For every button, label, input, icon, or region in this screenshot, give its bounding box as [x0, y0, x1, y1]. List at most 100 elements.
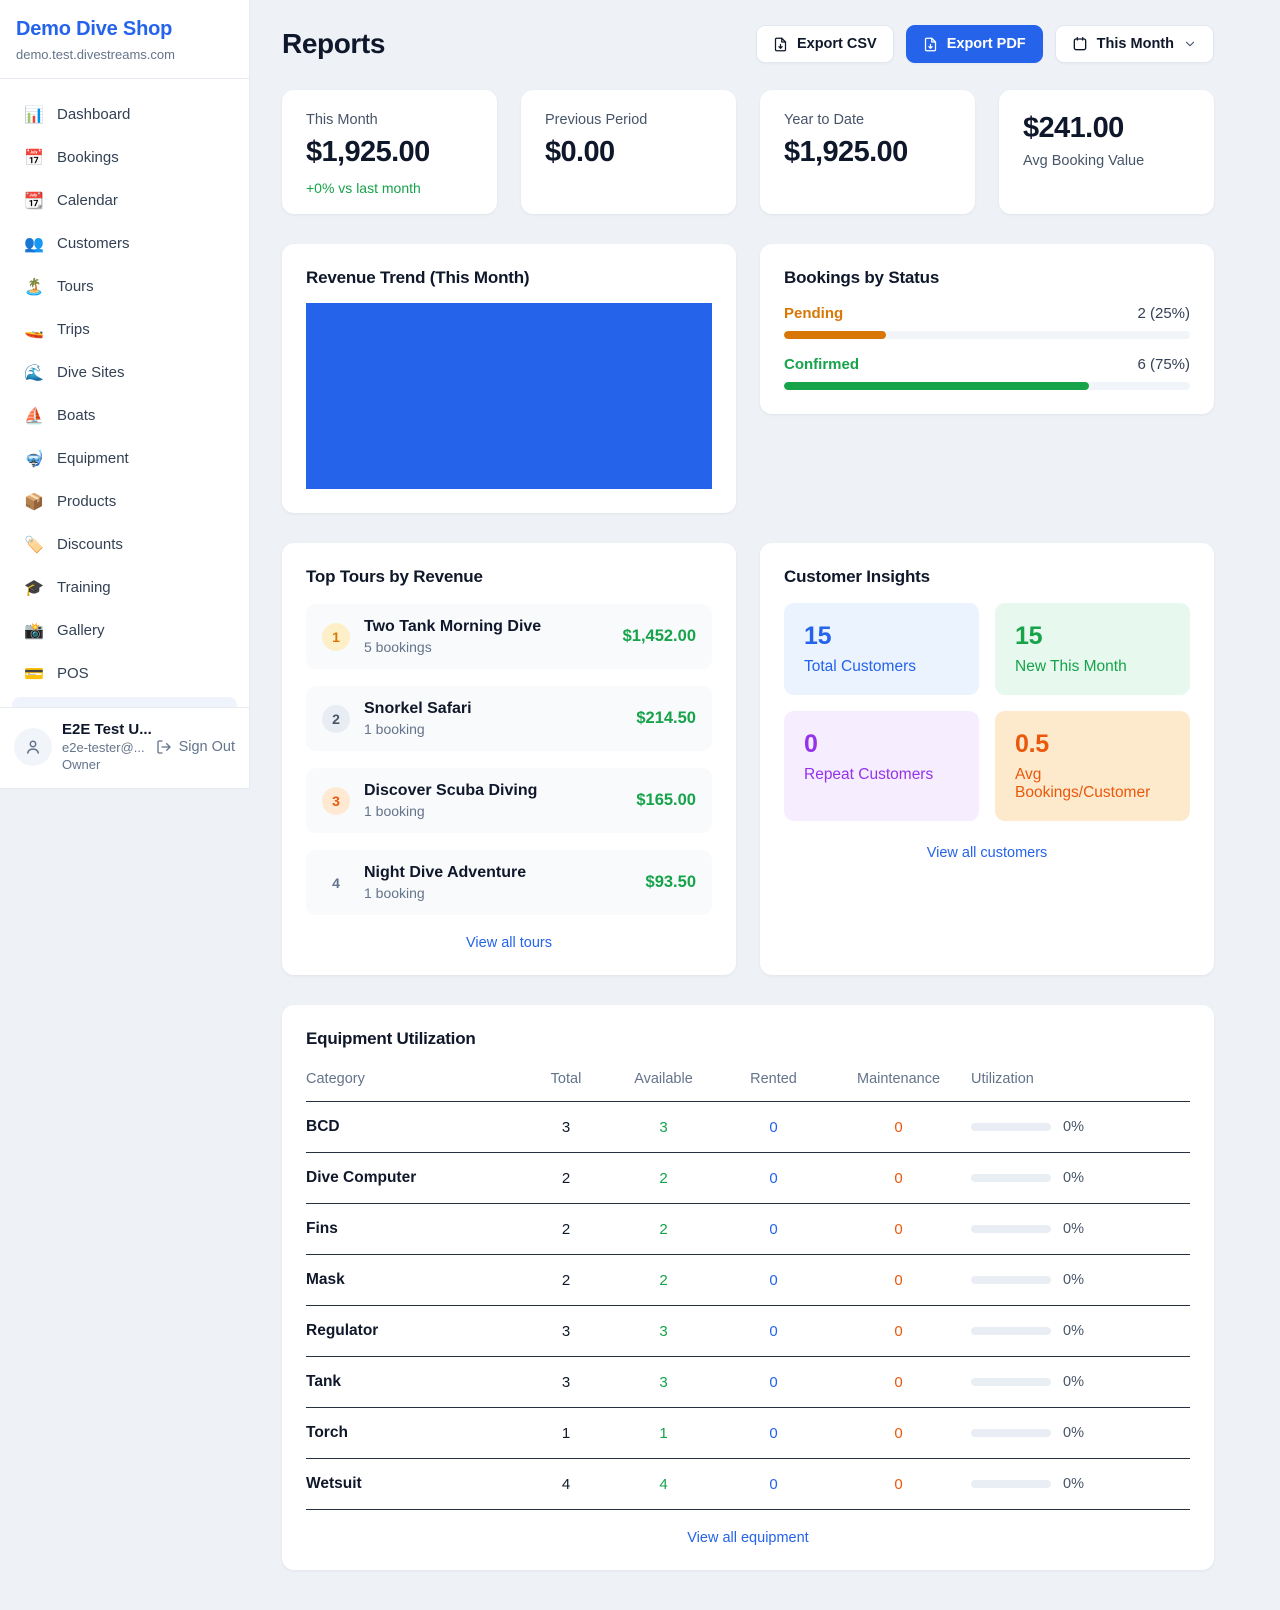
- stat-cards: This Month $1,925.00 +0% vs last month Pre…: [282, 90, 1214, 214]
- shop-name: Demo Dive Shop: [16, 18, 173, 40]
- equipment-maintenance: 0: [894, 1424, 903, 1442]
- equipment-utilization-cell: 0%: [971, 1119, 1190, 1135]
- equipment-table-row: Tank 3 3 0 0 0%: [306, 1357, 1190, 1408]
- tour-row: 2 Snorkel Safari 1 booking $214.50: [306, 686, 712, 751]
- stat-card-body: Previous Period $0.00: [545, 112, 712, 169]
- equipment-available: 2: [659, 1271, 668, 1289]
- sidebar-item[interactable]: 🚤 Trips: [10, 308, 239, 351]
- sidebar-item[interactable]: 📊 Dashboard: [10, 93, 239, 136]
- sidebar-item[interactable]: 🌊 Dive Sites: [10, 351, 239, 394]
- boats-icon: ⛵: [24, 407, 44, 425]
- stat-card-body: $241.00 Avg Booking Value: [1023, 112, 1190, 169]
- utilization-percent: 0%: [1063, 1272, 1084, 1288]
- equipment-category: Fins: [306, 1220, 338, 1237]
- sidebar-item-reports-active-partial[interactable]: [12, 697, 237, 707]
- utilization-percent: 0%: [1063, 1374, 1084, 1390]
- sidebar-item[interactable]: 📅 Bookings: [10, 136, 239, 179]
- user-email: e2e-tester@...: [62, 740, 145, 755]
- tour-row: 4 Night Dive Adventure 1 booking $93.50: [306, 850, 712, 915]
- stat-label: Previous Period: [545, 112, 648, 128]
- sidebar-item[interactable]: 📦 Products: [10, 480, 239, 523]
- utilization-percent: 0%: [1063, 1323, 1084, 1339]
- sidebar-item[interactable]: 🤿 Equipment: [10, 437, 239, 480]
- sidebar-item-label: Gallery: [57, 622, 105, 639]
- bookings-by-status-card: Bookings by Status Pending 2 (25%): [760, 244, 1214, 414]
- column-header-utilization: Utilization: [971, 1071, 1034, 1087]
- status-value: 2 (25%): [1137, 305, 1190, 322]
- status-value: 6 (75%): [1137, 356, 1190, 373]
- insight-tiles: 15 Total Customers 15 New This Month 0 R…: [784, 603, 1190, 821]
- bookings-icon: 📅: [24, 149, 44, 167]
- sidebar-item-label: Trips: [57, 321, 90, 338]
- sidebar-item-label: POS: [57, 665, 89, 682]
- utilization-percent: 0%: [1063, 1476, 1084, 1492]
- trips-icon: 🚤: [24, 321, 44, 339]
- equipment-utilization-card: Equipment Utilization Category Total Ava…: [282, 1005, 1214, 1570]
- period-select-button[interactable]: This Month: [1054, 25, 1214, 63]
- sidebar-item[interactable]: 📸 Gallery: [10, 609, 239, 652]
- equipment-utilization-cell: 0%: [971, 1221, 1190, 1237]
- equipment-maintenance: 0: [894, 1220, 903, 1238]
- insight-label: New This Month: [1015, 658, 1127, 675]
- equipment-table: Category Total Available Rented Maintena…: [306, 1065, 1190, 1510]
- equipment-maintenance: 0: [894, 1322, 903, 1340]
- equipment-utilization-cell: 0%: [971, 1425, 1190, 1441]
- equipment-table-row: Fins 2 2 0 0 0%: [306, 1204, 1190, 1255]
- insight-tile: 15 Total Customers: [784, 603, 979, 695]
- sidebar-item[interactable]: 📆 Calendar: [10, 179, 239, 222]
- stat-label: Avg Booking Value: [1023, 153, 1145, 169]
- sign-out-button[interactable]: Sign Out: [156, 739, 235, 755]
- tour-revenue: $93.50: [645, 873, 696, 891]
- sidebar-item[interactable]: 🏝️ Tours: [10, 265, 239, 308]
- status-bar-track: [784, 331, 1190, 339]
- utilization-percent: 0%: [1063, 1425, 1084, 1441]
- equipment-table-header: Category Total Available Rented Maintena…: [306, 1065, 1190, 1102]
- stat-card: Year to Date $1,925.00: [760, 90, 975, 214]
- user-meta: E2E Test U... e2e-tester@... Owner: [62, 721, 152, 772]
- revenue-trend-card: Revenue Trend (This Month): [282, 244, 736, 513]
- equipment-rented: 0: [769, 1322, 778, 1340]
- file-download-icon: [924, 37, 936, 51]
- equipment-icon: 🤿: [24, 450, 44, 468]
- equipment-maintenance: 0: [894, 1271, 903, 1289]
- sidebar-item-label: Discounts: [57, 536, 123, 553]
- insight-value: 15: [804, 622, 832, 650]
- status-label: Pending: [784, 305, 844, 322]
- equipment-available: 4: [659, 1475, 668, 1493]
- export-pdf-button[interactable]: Export PDF: [905, 25, 1043, 63]
- tour-rank-badge: 2: [322, 704, 350, 733]
- sidebar-item[interactable]: 👥 Customers: [10, 222, 239, 265]
- equipment-total: 2: [561, 1271, 571, 1289]
- sidebar-item-label: Dive Sites: [57, 364, 125, 381]
- equipment-available: 3: [659, 1322, 668, 1340]
- tour-bookings-count: 1 booking: [364, 803, 425, 819]
- view-all-tours-link[interactable]: View all tours: [466, 935, 552, 951]
- sidebar-item[interactable]: 🏷️ Discounts: [10, 523, 239, 566]
- export-csv-button[interactable]: Export CSV: [755, 25, 894, 63]
- stat-value: $1,925.00: [784, 136, 908, 168]
- tour-name: Snorkel Safari: [364, 700, 472, 717]
- utilization-bar-track: [971, 1174, 1051, 1182]
- column-header-rented: Rented: [750, 1071, 797, 1087]
- customer-insights-title: Customer Insights: [784, 567, 930, 586]
- stat-value: $0.00: [545, 136, 615, 168]
- calendar-icon: [1073, 37, 1087, 51]
- tour-name: Discover Scuba Diving: [364, 782, 538, 799]
- sidebar-item[interactable]: 🎓 Training: [10, 566, 239, 609]
- gallery-icon: 📸: [24, 622, 44, 640]
- stat-card: $241.00 Avg Booking Value: [999, 90, 1214, 214]
- page-title: Reports: [282, 28, 385, 59]
- sidebar-item[interactable]: 💳 POS: [10, 652, 239, 695]
- file-download-icon: [774, 37, 787, 51]
- equipment-table-row: Torch 1 1 0 0 0%: [306, 1408, 1190, 1459]
- equipment-table-row: BCD 3 3 0 0 0%: [306, 1102, 1190, 1153]
- sidebar-item-label: Training: [57, 579, 111, 596]
- status-bar-fill: [784, 382, 1089, 390]
- view-all-equipment-link[interactable]: View all equipment: [687, 1530, 809, 1546]
- main-content: Reports Export CSV Export PDF This Month: [250, 0, 1280, 1610]
- tour-rank-badge: 3: [322, 786, 350, 815]
- sidebar-item[interactable]: ⛵ Boats: [10, 394, 239, 437]
- top-tours-title: Top Tours by Revenue: [306, 567, 483, 586]
- equipment-rented: 0: [769, 1475, 778, 1493]
- view-all-customers-link[interactable]: View all customers: [926, 845, 1048, 861]
